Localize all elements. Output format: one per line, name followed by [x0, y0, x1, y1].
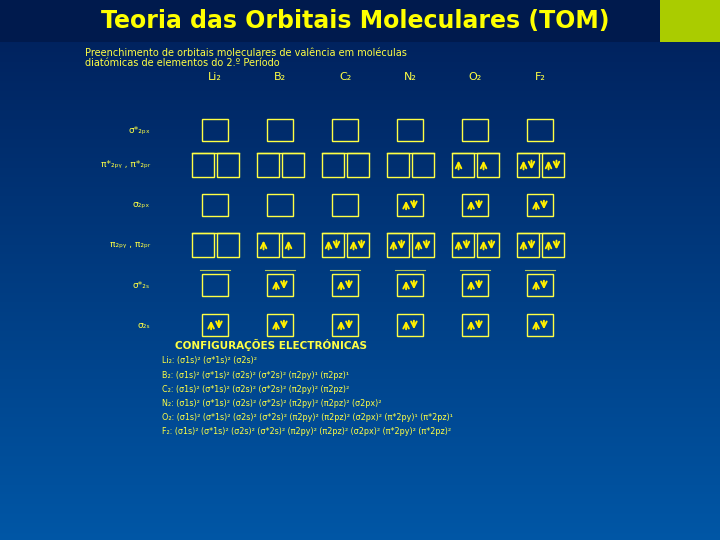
Text: C₂: C₂: [339, 72, 351, 82]
Bar: [346, 153, 369, 177]
Text: σ₂ₚₓ: σ₂ₚₓ: [132, 200, 150, 210]
Bar: [202, 274, 228, 296]
Bar: [267, 274, 293, 296]
Text: Preenchimento de orbitais moleculares de valência em moléculas: Preenchimento de orbitais moleculares de…: [85, 48, 407, 58]
Text: σ*₂ₚₓ: σ*₂ₚₓ: [128, 125, 150, 134]
Bar: [527, 274, 553, 296]
Bar: [332, 274, 358, 296]
Bar: [332, 119, 358, 141]
Bar: [451, 153, 474, 177]
Bar: [332, 194, 358, 216]
Bar: [202, 119, 228, 141]
Bar: [477, 233, 498, 257]
Bar: [462, 274, 488, 296]
Text: O₂: O₂: [469, 72, 482, 82]
Text: N₂: N₂: [404, 72, 416, 82]
Bar: [387, 153, 408, 177]
Bar: [267, 314, 293, 336]
Bar: [322, 233, 343, 257]
Bar: [462, 119, 488, 141]
Text: CONFIGURAÇÕES ELECTRÓNICAS: CONFIGURAÇÕES ELECTRÓNICAS: [175, 339, 367, 351]
Bar: [527, 119, 553, 141]
Bar: [282, 233, 304, 257]
Bar: [192, 233, 214, 257]
Bar: [346, 233, 369, 257]
Bar: [397, 119, 423, 141]
Bar: [256, 153, 279, 177]
Text: O₂: (σ1s)² (σ*1s)² (σ2s)² (σ*2s)² (π2py)² (π2pz)² (σ2px)² (π*2py)¹ (π*2pz)¹: O₂: (σ1s)² (σ*1s)² (σ2s)² (σ*2s)² (π2py)…: [162, 413, 453, 422]
Bar: [282, 153, 304, 177]
Bar: [322, 153, 343, 177]
Bar: [397, 274, 423, 296]
Bar: [267, 119, 293, 141]
Text: π₂ₚᵧ , π₂ₚᵣ: π₂ₚᵧ , π₂ₚᵣ: [109, 240, 150, 249]
Bar: [527, 194, 553, 216]
Bar: [267, 194, 293, 216]
Text: F₂: (σ1s)² (σ*1s)² (σ2s)² (σ*2s)² (π2py)² (π2pz)² (σ2px)² (π*2py)² (π*2pz)²: F₂: (σ1s)² (σ*1s)² (σ2s)² (σ*2s)² (π2py)…: [162, 427, 451, 435]
Bar: [256, 233, 279, 257]
Bar: [397, 194, 423, 216]
Bar: [541, 153, 564, 177]
Bar: [516, 153, 539, 177]
Text: Li₂: (σ1s)² (σ*1s)² (σ2s)²: Li₂: (σ1s)² (σ*1s)² (σ2s)²: [162, 356, 257, 366]
Text: σ₂ₛ: σ₂ₛ: [138, 321, 150, 329]
Text: π*₂ₚᵧ , π*₂ₚᵣ: π*₂ₚᵧ , π*₂ₚᵣ: [101, 160, 150, 170]
Bar: [412, 233, 433, 257]
Text: F₂: F₂: [534, 72, 546, 82]
Bar: [192, 153, 214, 177]
Bar: [462, 314, 488, 336]
Bar: [462, 194, 488, 216]
Bar: [412, 153, 433, 177]
Text: σ*₂ₛ: σ*₂ₛ: [132, 280, 150, 289]
Text: diatómicas de elementos do 2.º Período: diatómicas de elementos do 2.º Período: [85, 58, 279, 68]
Bar: [202, 194, 228, 216]
Text: N₂: (σ1s)² (σ*1s)² (σ2s)² (σ*2s)² (π2py)² (π2pz)² (σ2px)²: N₂: (σ1s)² (σ*1s)² (σ2s)² (σ*2s)² (π2py)…: [162, 399, 382, 408]
Text: C₂: (σ1s)² (σ*1s)² (σ2s)² (σ*2s)² (π2py)² (π2pz)²: C₂: (σ1s)² (σ*1s)² (σ2s)² (σ*2s)² (π2py)…: [162, 384, 349, 394]
Bar: [451, 233, 474, 257]
Bar: [217, 153, 238, 177]
Bar: [541, 233, 564, 257]
Text: B₂: (σ1s)² (σ*1s)² (σ2s)² (σ*2s)² (π2py)¹ (π2pz)¹: B₂: (σ1s)² (σ*1s)² (σ2s)² (σ*2s)² (π2py)…: [162, 370, 349, 380]
Bar: [202, 314, 228, 336]
Bar: [217, 233, 238, 257]
Bar: [0, 0, 720, 42]
Text: Teoria das Orbitais Moleculares (TOM): Teoria das Orbitais Moleculares (TOM): [101, 9, 609, 33]
Bar: [332, 314, 358, 336]
Bar: [397, 314, 423, 336]
Text: Li₂: Li₂: [208, 72, 222, 82]
Bar: [660, 0, 720, 42]
Text: B₂: B₂: [274, 72, 286, 82]
Bar: [516, 233, 539, 257]
Bar: [527, 314, 553, 336]
Bar: [387, 233, 408, 257]
Bar: [477, 153, 498, 177]
